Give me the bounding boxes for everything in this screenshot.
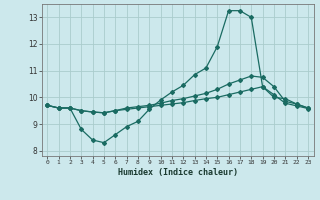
X-axis label: Humidex (Indice chaleur): Humidex (Indice chaleur) xyxy=(118,168,237,177)
